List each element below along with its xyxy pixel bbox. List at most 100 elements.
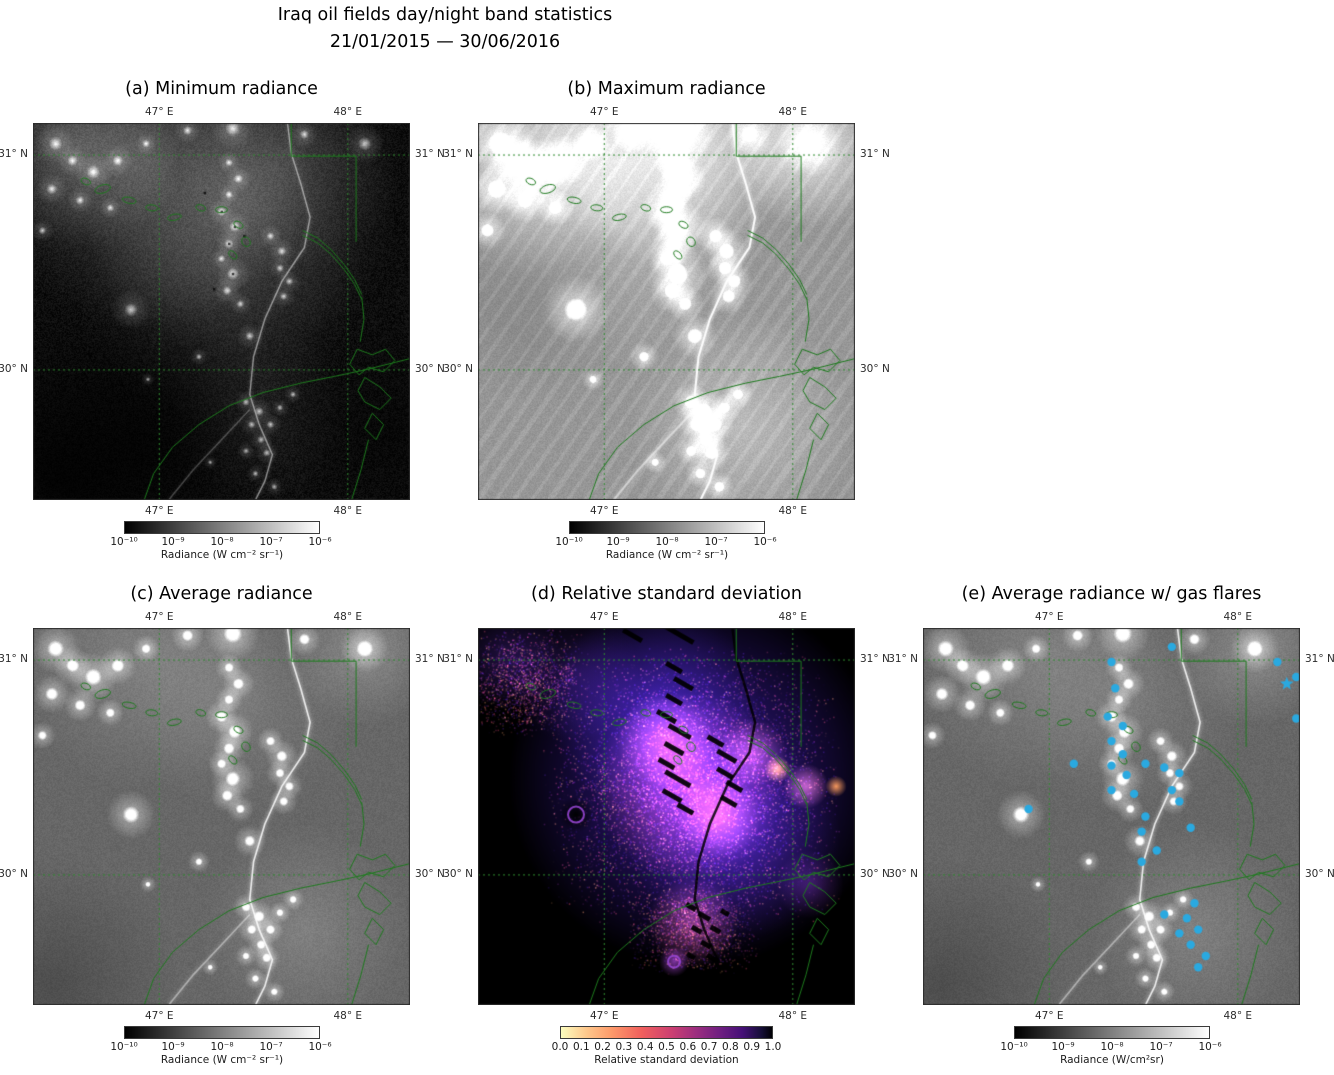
lon-tick-48E-top: 48° E [333, 106, 362, 119]
lon-tick-47E-top: 47° E [145, 106, 174, 119]
colorbar-gradient [1014, 1026, 1210, 1039]
lat-tick-30N-left: 30° N [443, 363, 473, 376]
figure-title-line2: 21/01/2015 — 30/06/2016 [0, 29, 890, 56]
lon-tick-48E-bottom: 48° E [778, 505, 807, 518]
colorbar-tick: 0.7 [701, 1041, 718, 1053]
colorbar-label: Relative standard deviation [560, 1054, 773, 1066]
figure-title: Iraq oil fields day/night band statistic… [0, 2, 890, 56]
lon-tick-48E-top: 48° E [778, 106, 807, 119]
satellite-map-minimum-radiance [33, 123, 410, 500]
lat-tick-31N-left: 31° N [443, 653, 473, 666]
colorbar-tick: 0.8 [722, 1041, 739, 1053]
lon-tick-47E-bottom: 47° E [145, 505, 174, 518]
lon-tick-48E-bottom: 48° E [333, 1010, 362, 1023]
colorbar-relative-standard-deviation: 0.0 0.1 0.2 0.3 0.4 0.5 0.6 0.7 0.8 0.9 … [560, 1026, 773, 1066]
colorbar-tick: 10⁻⁸ [210, 536, 233, 548]
lon-tick-47E-top: 47° E [590, 611, 619, 624]
colorbar-tick: 10⁻¹⁰ [1000, 1041, 1027, 1053]
lat-tick-31N-right: 31° N [415, 653, 445, 666]
colorbar-tick: 1.0 [765, 1041, 782, 1053]
colorbar-average-radiance: 10⁻¹⁰ 10⁻⁹ 10⁻⁸ 10⁻⁷ 10⁻⁶ Radiance (W cm… [124, 1026, 320, 1066]
lon-tick-47E-bottom: 47° E [590, 505, 619, 518]
figure-title-line1: Iraq oil fields day/night band statistic… [0, 2, 890, 29]
colorbar-label: Radiance (W/cm²sr) [1014, 1054, 1210, 1066]
colorbar-tick: 10⁻⁶ [308, 1041, 331, 1053]
colorbar-tick: 10⁻⁷ [704, 536, 727, 548]
colorbar-tick: 0.4 [637, 1041, 654, 1053]
colorbar-gradient [124, 521, 320, 534]
colorbar-tick: 10⁻¹⁰ [110, 536, 137, 548]
colorbar-ticks: 0.0 0.1 0.2 0.3 0.4 0.5 0.6 0.7 0.8 0.9 … [560, 1039, 773, 1054]
colorbar-tick: 10⁻¹⁰ [110, 1041, 137, 1053]
lon-tick-48E-top: 48° E [778, 611, 807, 624]
figure: Iraq oil fields day/night band statistic… [0, 0, 1334, 1075]
lat-tick-31N-left: 31° N [0, 653, 28, 666]
colorbar-minimum-radiance: 10⁻¹⁰ 10⁻⁹ 10⁻⁸ 10⁻⁷ 10⁻⁶ Radiance (W cm… [124, 521, 320, 561]
lon-tick-47E-top: 47° E [145, 611, 174, 624]
lat-tick-30N-left: 30° N [888, 868, 918, 881]
lat-tick-30N-left: 30° N [0, 363, 28, 376]
colorbar-ticks: 10⁻¹⁰ 10⁻⁹ 10⁻⁸ 10⁻⁷ 10⁻⁶ [124, 1039, 320, 1054]
colorbar-tick: 0.6 [679, 1041, 696, 1053]
colorbar-ticks: 10⁻¹⁰ 10⁻⁹ 10⁻⁸ 10⁻⁷ 10⁻⁶ [569, 534, 765, 549]
panel-maximum-radiance: (b) Maximum radiance 47° E 48° E 47° E 4… [478, 123, 855, 500]
colorbar-gradient [124, 1026, 320, 1039]
colorbar-tick: 10⁻⁹ [606, 536, 629, 548]
satellite-map-average-radiance-gas-flares [923, 628, 1300, 1005]
colorbar-tick: 10⁻⁷ [259, 1041, 282, 1053]
colorbar-tick: 10⁻⁸ [1100, 1041, 1123, 1053]
lat-tick-31N-left: 31° N [0, 148, 28, 161]
colorbar-label: Radiance (W cm⁻² sr⁻¹) [124, 549, 320, 561]
panel-average-radiance-gas-flares: (e) Average radiance w/ gas flares 47° E… [923, 628, 1300, 1005]
lon-tick-48E-top: 48° E [1223, 611, 1252, 624]
lat-tick-30N-right: 30° N [860, 868, 890, 881]
satellite-map-average-radiance [33, 628, 410, 1005]
lon-tick-48E-bottom: 48° E [1223, 1010, 1252, 1023]
lat-tick-30N-left: 30° N [443, 868, 473, 881]
lon-tick-48E-bottom: 48° E [333, 505, 362, 518]
colorbar-tick: 0.3 [616, 1041, 633, 1053]
colorbar-tick: 0.0 [552, 1041, 569, 1053]
colorbar-tick: 0.9 [743, 1041, 760, 1053]
lat-tick-31N-left: 31° N [888, 653, 918, 666]
colorbar-label: Radiance (W cm⁻² sr⁻¹) [124, 1054, 320, 1066]
lat-tick-30N-right: 30° N [1305, 868, 1334, 881]
colorbar-tick: 10⁻⁶ [753, 536, 776, 548]
lat-tick-30N-right: 30° N [415, 868, 445, 881]
colorbar-gradient [569, 521, 765, 534]
colorbar-maximum-radiance: 10⁻¹⁰ 10⁻⁹ 10⁻⁸ 10⁻⁷ 10⁻⁶ Radiance (W cm… [569, 521, 765, 561]
lon-tick-47E-bottom: 47° E [1035, 1010, 1064, 1023]
colorbar-tick: 0.1 [573, 1041, 590, 1053]
lat-tick-30N-right: 30° N [860, 363, 890, 376]
lon-tick-48E-top: 48° E [333, 611, 362, 624]
satellite-map-maximum-radiance [478, 123, 855, 500]
colorbar-tick: 10⁻⁸ [210, 1041, 233, 1053]
lat-tick-31N-right: 31° N [415, 148, 445, 161]
colorbar-tick: 10⁻⁷ [1149, 1041, 1172, 1053]
panel-title: (b) Maximum radiance [567, 79, 765, 99]
colorbar-tick: 10⁻⁹ [1051, 1041, 1074, 1053]
panel-average-radiance: (c) Average radiance 47° E 48° E 47° E 4… [33, 628, 410, 1005]
lat-tick-31N-right: 31° N [860, 653, 890, 666]
lat-tick-31N-right: 31° N [860, 148, 890, 161]
colorbar-tick: 10⁻⁶ [308, 536, 331, 548]
lon-tick-47E-top: 47° E [590, 106, 619, 119]
colorbar-tick: 10⁻¹⁰ [555, 536, 582, 548]
panel-minimum-radiance: (a) Minimum radiance 47° E 48° E 47° E 4… [33, 123, 410, 500]
satellite-map-relative-standard-deviation [478, 628, 855, 1005]
lon-tick-47E-bottom: 47° E [145, 1010, 174, 1023]
colorbar-average-radiance-gas-flares: 10⁻¹⁰ 10⁻⁹ 10⁻⁸ 10⁻⁷ 10⁻⁶ Radiance (W/cm… [1014, 1026, 1210, 1066]
colorbar-tick: 10⁻⁶ [1198, 1041, 1221, 1053]
colorbar-ticks: 10⁻¹⁰ 10⁻⁹ 10⁻⁸ 10⁻⁷ 10⁻⁶ [124, 534, 320, 549]
colorbar-label: Radiance (W cm⁻² sr⁻¹) [569, 549, 765, 561]
lon-tick-48E-bottom: 48° E [778, 1010, 807, 1023]
colorbar-tick: 0.2 [594, 1041, 611, 1053]
panel-title: (e) Average radiance w/ gas flares [962, 584, 1262, 604]
colorbar-tick: 0.5 [658, 1041, 675, 1053]
lat-tick-30N-left: 30° N [0, 868, 28, 881]
lon-tick-47E-bottom: 47° E [590, 1010, 619, 1023]
colorbar-gradient [560, 1026, 773, 1039]
lon-tick-47E-top: 47° E [1035, 611, 1064, 624]
colorbar-tick: 10⁻⁸ [655, 536, 678, 548]
panel-title: (d) Relative standard deviation [531, 584, 802, 604]
